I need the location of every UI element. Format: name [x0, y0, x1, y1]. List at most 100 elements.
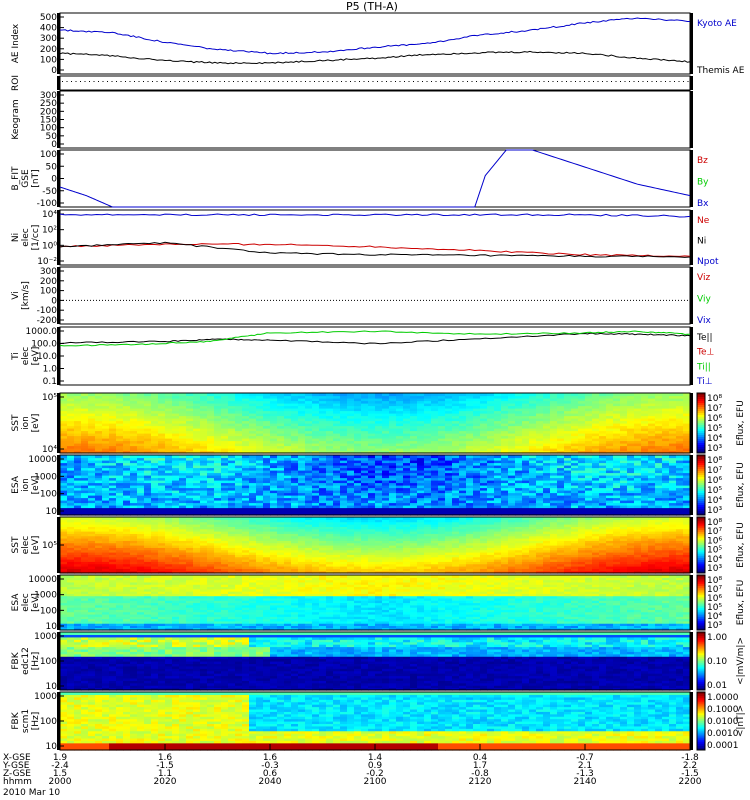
spectrogram-cell [606, 507, 614, 511]
spectrogram-cell [410, 507, 418, 511]
spectrogram-cell [200, 428, 208, 432]
spectrogram-cell [669, 433, 677, 437]
y-tick-label: -200 [37, 316, 58, 326]
colorbar-cell [697, 511, 705, 514]
spectrogram-cell [172, 512, 180, 516]
spectrogram-cell [515, 467, 523, 471]
spectrogram-cell [424, 423, 432, 427]
spectrogram-cell [137, 425, 145, 429]
spectrogram-cell [550, 507, 558, 511]
spectrogram-cell [508, 403, 516, 407]
spectrogram-cell [277, 480, 285, 484]
spectrogram-cell [242, 480, 250, 484]
spectrogram-cell [620, 428, 628, 432]
spectrogram-cell [676, 428, 684, 432]
spectrogram-cell [466, 492, 474, 496]
spectrogram-cell [102, 500, 110, 504]
spectrogram-cell [557, 482, 565, 486]
spectrogram-cell [452, 507, 460, 511]
spectrogram-cell [669, 472, 677, 476]
spectrogram-cell [543, 430, 551, 434]
spectrogram-cell [109, 559, 117, 562]
spectrogram-cell [515, 450, 523, 454]
spectrogram-cell [452, 497, 460, 501]
spectrogram-cell [487, 398, 495, 402]
spectrogram-cell [151, 505, 159, 509]
spectrogram-cell [585, 393, 593, 397]
spectrogram-cell [137, 531, 145, 534]
spectrogram-cell [200, 448, 208, 452]
spectrogram-cell [242, 450, 250, 454]
spectrogram-cell [403, 502, 411, 506]
spectrogram-cell [144, 477, 152, 481]
spectrogram-cell [403, 418, 411, 422]
spectrogram-cell [179, 490, 187, 494]
spectrogram-cell [116, 460, 124, 464]
spectrogram-cell [151, 561, 159, 565]
spectrogram-cell [410, 433, 418, 437]
spectrogram-cell [284, 393, 292, 397]
spectrogram-cell [228, 435, 236, 439]
spectrogram-cell [494, 395, 502, 399]
spectrogram-cell [403, 395, 411, 399]
spectrogram-cell [648, 420, 656, 424]
spectrogram-cell [634, 510, 642, 514]
spectrogram-cell [662, 505, 670, 509]
spectrogram-cell [592, 405, 600, 409]
spectrogram-cell [459, 423, 467, 427]
spectrogram-cell [417, 435, 425, 439]
spectrogram-cell [480, 450, 488, 454]
spectrogram-cell [249, 443, 257, 447]
spectrogram-cell [158, 445, 166, 449]
spectrogram-cell [438, 413, 446, 417]
spectrogram-cell [228, 512, 236, 516]
spectrogram-cell [669, 408, 677, 412]
spectrogram-cell [459, 490, 467, 494]
spectrogram-cell [487, 490, 495, 494]
colorbar-cell [697, 397, 705, 400]
spectrogram-cell [655, 398, 663, 402]
spectrogram-cell [144, 519, 152, 523]
spectrogram-cell [676, 477, 684, 481]
spectrogram-cell [130, 462, 138, 466]
spectrogram-cell [683, 465, 691, 469]
spectrogram-cell [655, 467, 663, 471]
roi-dot [426, 81, 428, 82]
spectrogram-cell [375, 455, 383, 459]
spectrogram-cell [522, 408, 530, 412]
spectrogram-cell [438, 415, 446, 419]
spectrogram-cell [151, 524, 159, 527]
spectrogram-cell [571, 460, 579, 464]
spectrogram-cell [193, 425, 201, 429]
spectrogram-cell [291, 500, 299, 504]
spectrogram-cell [81, 512, 89, 516]
spectrogram-cell [144, 433, 152, 437]
spectrogram-cell [165, 428, 173, 432]
spectrogram-cell [410, 505, 418, 509]
spectrogram-cell [368, 423, 376, 427]
spectrogram-cell [382, 420, 390, 424]
spectrogram-cell [151, 448, 159, 452]
spectrogram-cell [291, 408, 299, 412]
y-tick-label: 100 [40, 55, 57, 65]
spectrogram-cell [137, 395, 145, 399]
spectrogram-cell [305, 455, 313, 459]
spectrogram-cell [487, 467, 495, 471]
spectrogram-cell [144, 435, 152, 439]
spectrogram-cell [165, 395, 173, 399]
colorbar-cell [697, 421, 705, 424]
spectrogram-cell [144, 413, 152, 417]
spectrogram-cell [508, 455, 516, 459]
spectrogram-cell [592, 393, 600, 397]
spectrogram-cell [193, 492, 201, 496]
spectrogram-cell [326, 435, 334, 439]
spectrogram-cell [620, 497, 628, 501]
spectrogram-cell [501, 430, 509, 434]
spectrogram-cell [172, 455, 180, 459]
spectrogram-cell [564, 480, 572, 484]
spectrogram-cell [109, 410, 117, 414]
roi-dot [228, 81, 230, 82]
roi-dot [138, 81, 140, 82]
spectrogram-cell [536, 423, 544, 427]
spectrogram-cell [361, 425, 369, 429]
